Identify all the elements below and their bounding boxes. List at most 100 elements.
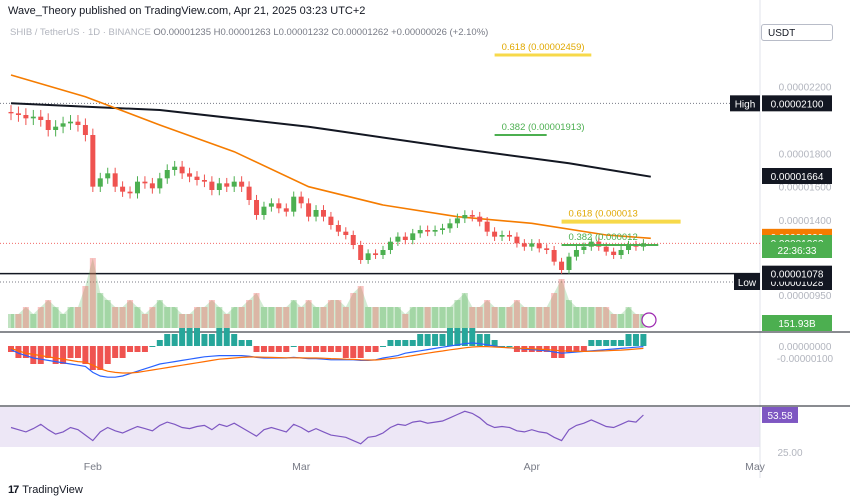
volume-bar bbox=[320, 307, 327, 328]
volume-bar bbox=[60, 314, 67, 328]
volume-bar bbox=[603, 307, 610, 328]
macd-histogram-bar bbox=[417, 334, 424, 346]
ema200-line bbox=[10, 102, 651, 178]
macd-histogram-bar bbox=[82, 346, 89, 364]
volume-bar bbox=[104, 300, 111, 328]
volume-bar bbox=[610, 314, 617, 328]
ohlc-values: O0.00001235 H0.00001263 L0.00001232 C0.0… bbox=[153, 27, 489, 38]
fib-label: 0.382 (0.00001913) bbox=[502, 122, 585, 133]
currency-selector[interactable]: USDT bbox=[761, 24, 833, 41]
volume-bar bbox=[632, 314, 639, 328]
volume-bar bbox=[380, 307, 386, 328]
macd-histogram-bar bbox=[253, 346, 260, 352]
candle-body bbox=[23, 115, 29, 119]
volume-bar bbox=[506, 307, 513, 328]
volume-bar bbox=[268, 307, 275, 328]
time-tick-label: Apr bbox=[524, 461, 541, 473]
macd-histogram-bar bbox=[223, 328, 230, 346]
macd-histogram-bar bbox=[208, 334, 215, 346]
lightning-icon bbox=[641, 312, 657, 328]
candle-body bbox=[358, 245, 364, 260]
candle-body bbox=[53, 126, 59, 130]
volume-bar bbox=[342, 307, 349, 328]
volume-bar bbox=[164, 307, 171, 328]
candle-body bbox=[544, 248, 550, 250]
volume-bar bbox=[260, 307, 267, 328]
macd-signal-line bbox=[10, 346, 644, 374]
macd-histogram-bar bbox=[566, 346, 572, 352]
candle-body bbox=[469, 215, 475, 217]
candle-body bbox=[365, 253, 371, 260]
candle-body bbox=[440, 228, 446, 230]
candle-body bbox=[45, 120, 51, 130]
candle-body bbox=[387, 241, 393, 250]
volume-bar bbox=[618, 314, 625, 328]
macd-histogram-bar bbox=[305, 346, 312, 352]
volume-bar bbox=[513, 300, 520, 328]
candle-body bbox=[283, 208, 289, 212]
candle-body bbox=[611, 251, 617, 255]
volume-bar bbox=[394, 307, 401, 328]
high-price-label: 0.00002100 bbox=[771, 99, 824, 110]
volume-bar bbox=[275, 307, 282, 328]
macd-histogram-bar bbox=[97, 346, 104, 370]
macd-histogram-bar bbox=[60, 346, 67, 364]
candle-body bbox=[127, 191, 133, 194]
volume-bar bbox=[171, 307, 178, 328]
candle-body bbox=[417, 230, 423, 234]
volume-bar bbox=[298, 307, 305, 328]
rsi-tick-label: 25.00 bbox=[777, 448, 802, 459]
macd-histogram-bar bbox=[52, 346, 59, 364]
volume-bar bbox=[313, 307, 320, 328]
volume-bar bbox=[372, 307, 379, 328]
price-tick-label: 0.00000950 bbox=[779, 291, 832, 302]
volume-bar bbox=[52, 307, 59, 328]
candle-body bbox=[291, 196, 297, 212]
candle-body bbox=[149, 183, 155, 189]
volume-bar bbox=[283, 307, 290, 328]
volume-bar bbox=[387, 307, 394, 328]
candle-body bbox=[261, 206, 267, 215]
volume-area bbox=[11, 258, 644, 328]
volume-bar bbox=[595, 307, 602, 328]
rsi-band-bg bbox=[0, 407, 760, 447]
macd-histogram-bar bbox=[268, 346, 275, 352]
high-price-bg bbox=[762, 95, 832, 112]
macd-histogram-bar bbox=[625, 334, 632, 346]
low-tag-bg bbox=[734, 274, 760, 290]
volume-bar bbox=[156, 300, 163, 328]
candle-body bbox=[432, 230, 438, 232]
macd-histogram-bar bbox=[402, 340, 409, 346]
volume-bar bbox=[454, 300, 461, 328]
macd-histogram-bar bbox=[134, 346, 141, 352]
volume-bar bbox=[290, 300, 297, 328]
candle-body bbox=[551, 250, 557, 262]
macd-histogram-bar bbox=[446, 328, 453, 346]
candle-body bbox=[559, 261, 565, 270]
volume-bar bbox=[208, 300, 215, 328]
macd-histogram-bar bbox=[327, 346, 334, 352]
volume-bar bbox=[521, 307, 528, 328]
volume-bar bbox=[231, 307, 238, 328]
macd-histogram-bar bbox=[387, 340, 394, 346]
price-tick-label: 0.00001800 bbox=[779, 149, 832, 160]
macd-histogram-bar bbox=[201, 334, 208, 346]
macd-histogram-bar bbox=[372, 346, 379, 352]
candle-body bbox=[328, 216, 334, 225]
macd-histogram-bar bbox=[580, 346, 587, 352]
price-tick-label: 0.00002200 bbox=[779, 83, 832, 94]
publisher-line: Wave_Theory published on TradingView.com… bbox=[8, 5, 366, 17]
macd-histogram-bar bbox=[149, 346, 156, 347]
candle-body bbox=[373, 253, 379, 255]
volume-bar bbox=[119, 307, 126, 328]
macd-histogram-bar bbox=[491, 340, 498, 346]
volume-bar bbox=[216, 307, 223, 328]
candle-body bbox=[38, 116, 44, 120]
volume-bar bbox=[97, 293, 104, 328]
macd-histogram-bar bbox=[313, 346, 320, 352]
ema50-line bbox=[10, 74, 651, 240]
candle-body bbox=[75, 121, 81, 125]
macd-histogram-bar bbox=[216, 328, 223, 346]
price-label-bg bbox=[762, 168, 832, 184]
